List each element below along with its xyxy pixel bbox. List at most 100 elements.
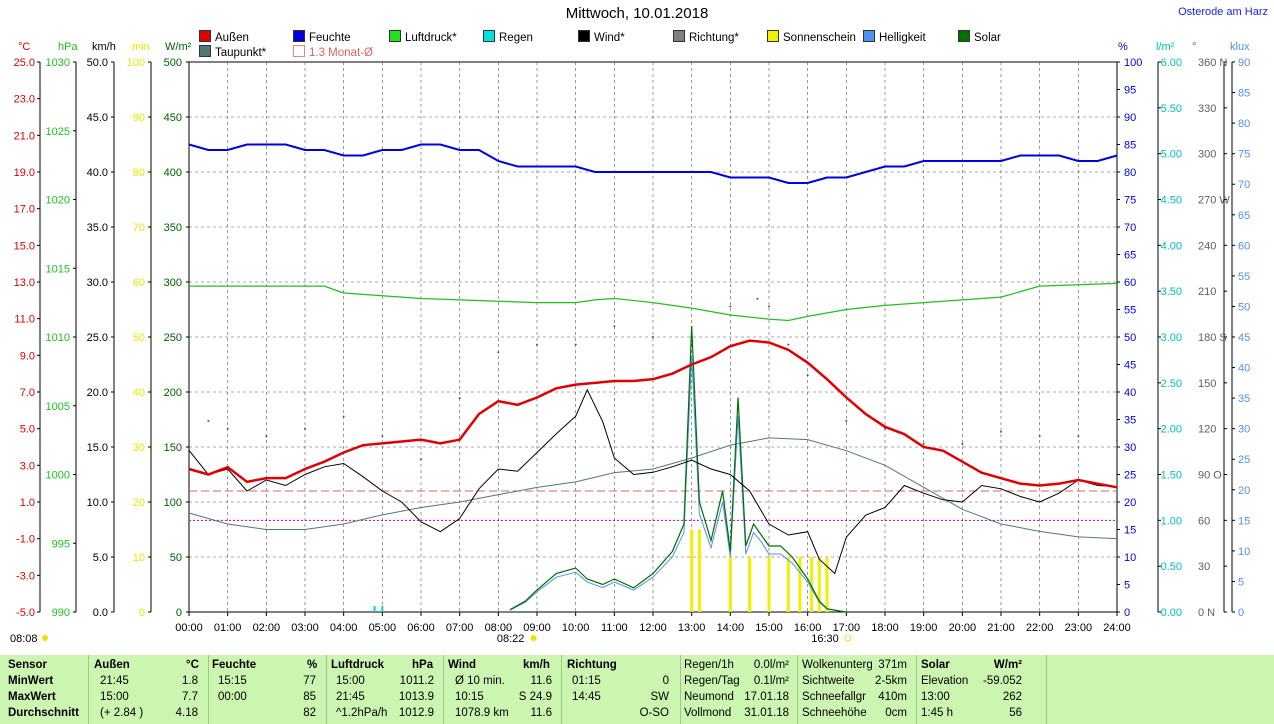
direction-tick-label: 240 <box>1198 240 1216 252</box>
legend-label: Luftdruck* <box>405 32 457 44</box>
humidity-tick-label: 60 <box>1124 277 1136 289</box>
solar-tick-label: 200 <box>164 387 182 399</box>
wind-unit-label: km/h <box>92 41 116 53</box>
lux-tick-label: 80 <box>1238 118 1250 130</box>
solar-unit-label: W/m² <box>165 41 192 53</box>
wind-header: Wind <box>448 659 476 671</box>
pressure-tick-label: 1010 <box>46 332 70 344</box>
legend-swatch <box>389 30 401 42</box>
feuchte-time: 00:00 <box>218 691 247 703</box>
sunshine-bar <box>690 529 694 612</box>
rain-tick-label: 5.50 <box>1161 103 1182 115</box>
x-tick-label: 04:00 <box>330 622 358 634</box>
direction-point <box>787 343 790 346</box>
x-tick-label: 22:00 <box>1026 622 1054 634</box>
rain-tick-label: 1.50 <box>1161 470 1182 482</box>
x-tick-label: 06:00 <box>407 622 435 634</box>
x-tick-label: 01:00 <box>214 622 242 634</box>
direction-point <box>265 435 268 438</box>
solar-header: Solar <box>921 659 950 671</box>
legend-label: Richtung* <box>689 32 739 44</box>
solar-tick-label: 450 <box>164 112 182 124</box>
sun-tick-label: 40 <box>133 387 145 399</box>
luftdruck-time: ^1.2hPa/h <box>336 707 388 719</box>
chart-title: Mittwoch, 10.01.2018 <box>565 5 709 22</box>
pressure-tick-label: 995 <box>52 538 70 550</box>
legend-item: Luftdruck* <box>389 30 457 44</box>
legend-item: Außen <box>199 30 249 44</box>
humidity-tick-label: 50 <box>1124 332 1136 344</box>
feuchte-line <box>188 143 1118 184</box>
x-tick-label: 18:00 <box>871 622 899 634</box>
direction-point <box>922 442 925 445</box>
direction-point <box>806 374 809 377</box>
sunshine-bar <box>786 557 790 612</box>
sun-tick-label: 60 <box>133 277 145 289</box>
temp-tick-label: 15.0 <box>14 240 35 252</box>
humidity-tick-label: 80 <box>1124 167 1136 179</box>
legend-item: Sonnenschein <box>767 30 856 44</box>
sun-tick-label: 100 <box>127 57 145 69</box>
humidity-tick-label: 10 <box>1124 552 1136 564</box>
sun-tick-label: 30 <box>133 442 145 454</box>
direction-point <box>1116 439 1118 442</box>
regen-value: 17.01.18 <box>744 691 789 703</box>
weather-chart: 25.0 23.0 21.0 19.0 17.0 15.0 13.0 11.0 9.0 7.0 5.… <box>10 41 1250 645</box>
direction-tick-label: 330 <box>1198 103 1216 115</box>
aussen-time: 15:00 <box>100 691 129 703</box>
lux-tick-label: 85 <box>1238 88 1250 100</box>
direction-tick-label: 180 S <box>1198 332 1227 344</box>
aussen-value: 1.8 <box>182 675 198 687</box>
temp-tick-label: 25.0 <box>14 57 35 69</box>
direction-tick-label: 150 <box>1198 378 1216 390</box>
column-separator <box>680 655 681 724</box>
wind-value: S 24.9 <box>518 691 552 703</box>
lux-tick-label: 60 <box>1238 240 1250 252</box>
humidity-tick-label: 70 <box>1124 222 1136 234</box>
temp-tick-label: 9.0 <box>20 350 35 362</box>
legend-swatch <box>199 45 211 57</box>
lux-tick-label: 65 <box>1238 210 1250 222</box>
x-tick-label: 10:00 <box>562 622 590 634</box>
direction-point <box>497 351 500 354</box>
rain-tick-label: 6.00 <box>1161 57 1182 69</box>
lux-tick-label: 50 <box>1238 301 1250 313</box>
feuchte-header: Feuchte <box>212 659 257 671</box>
regen-key: Vollmond <box>684 707 732 719</box>
sun-tick-label: 50 <box>133 332 145 344</box>
rain-bar <box>373 606 376 612</box>
legend-swatch <box>293 45 305 57</box>
temp-tick-label: -1.0 <box>16 534 35 546</box>
legend-label: Helligkeit <box>879 32 926 44</box>
rain-tick-label: 2.50 <box>1161 378 1182 390</box>
legend-item: Feuchte <box>293 30 351 44</box>
sunshine-bar <box>728 557 732 612</box>
legend-item: Richtung* <box>673 30 739 44</box>
pressure-tick-label: 1025 <box>46 126 70 138</box>
sunrise-label: 08:22 <box>497 633 525 645</box>
direction-point <box>226 427 229 430</box>
legend-label: Feuchte <box>309 32 351 44</box>
regen-key: Regen/Tag <box>684 675 740 687</box>
temp-tick-label: 11.0 <box>14 314 35 326</box>
humidity-tick-label: 0 <box>1124 607 1130 619</box>
humidity-tick-label: 95 <box>1124 85 1136 97</box>
aussen-time: (+ 2.84 ) <box>100 707 144 719</box>
rain-tick-label: 4.00 <box>1161 240 1182 252</box>
wind-tick-label: 40.0 <box>87 167 108 179</box>
x-tick-label: 12:00 <box>639 622 667 634</box>
luftdruck-header: Luftdruck <box>331 659 385 671</box>
humidity-tick-label: 90 <box>1124 112 1136 124</box>
sunshine-bar <box>817 557 821 612</box>
sun-tick-label: 0 <box>139 607 145 619</box>
direction-point <box>1000 430 1002 433</box>
column-separator <box>561 655 562 724</box>
humidity-tick-label: 85 <box>1124 140 1136 152</box>
sun-tick-label: 20 <box>133 497 145 509</box>
solar-value: 262 <box>1002 691 1022 703</box>
rain-tick-label: 5.00 <box>1161 149 1182 161</box>
wolken-key: Wolkenunterg <box>802 659 873 671</box>
x-tick-label: 09:00 <box>523 622 551 634</box>
solar-tick-label: 150 <box>164 442 182 454</box>
temp-tick-label: 23.0 <box>14 94 35 106</box>
